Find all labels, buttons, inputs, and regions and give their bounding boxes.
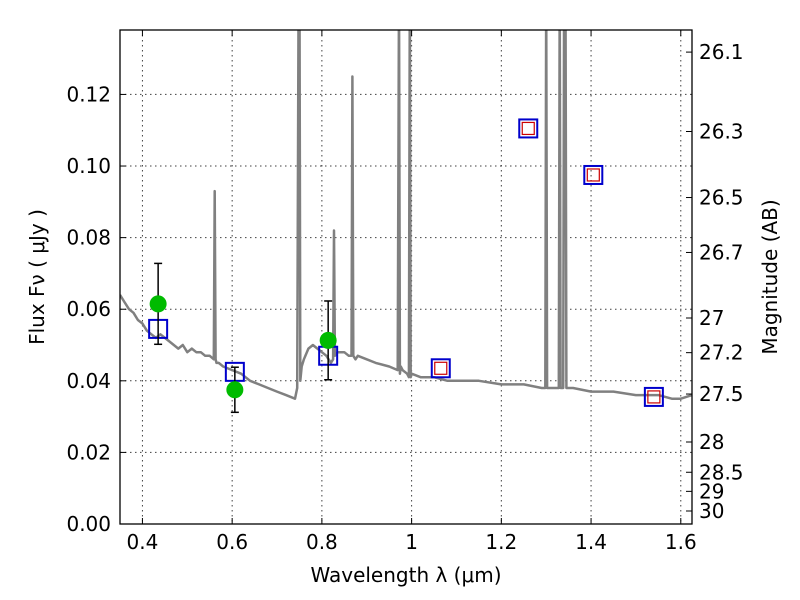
x-tick-label: 1 <box>405 530 418 554</box>
y2-tick-label: 27.5 <box>699 382 744 406</box>
y2-axis-label: Magnitude (AB) <box>758 199 782 354</box>
y2-tick-label: 29 <box>699 479 724 503</box>
model-inner-marker <box>434 361 448 375</box>
y2-tick-label: 26.1 <box>699 40 744 64</box>
y-tick-label: 0.10 <box>66 154 111 178</box>
y-tick-label: 0.02 <box>66 440 111 464</box>
model-inner-marker <box>647 390 661 404</box>
y2-tick-label: 28 <box>699 430 724 454</box>
model-box-marker <box>583 164 604 185</box>
y-axis-label: Flux Fν ( μJy ) <box>25 209 49 345</box>
x-tick-label: 0.6 <box>216 530 248 554</box>
y2-tick-label: 28.5 <box>699 460 744 484</box>
model-markers <box>148 118 664 407</box>
x-tick-label: 0.8 <box>306 530 338 554</box>
y2-tick-label: 27 <box>699 306 724 330</box>
model-inner-marker <box>521 121 535 136</box>
x-tick-label: 1.2 <box>485 530 517 554</box>
x-tick-label: 1.6 <box>665 530 697 554</box>
plot-frame <box>119 29 693 525</box>
x-axis: 0.4 0.6 0.8 1 1.2 1.4 1.6 <box>127 30 697 554</box>
y2-tick-label: 27.2 <box>699 341 744 365</box>
observed-markers <box>149 262 337 414</box>
plot-area <box>120 30 692 524</box>
y-tick-label: 0.12 <box>66 82 111 106</box>
observed-point <box>149 295 167 313</box>
observed-point <box>226 381 244 399</box>
model-box-marker <box>430 358 451 379</box>
model-box-marker <box>643 386 664 407</box>
spectrum-series <box>120 30 692 400</box>
y2-tick-label: 26.3 <box>699 119 744 143</box>
observed-point <box>319 331 337 349</box>
x-axis-label: Wavelength λ (μm) <box>310 563 501 587</box>
model-inner-marker <box>586 168 600 182</box>
spectrum-line <box>120 30 692 400</box>
y-tick-label: 0.06 <box>66 297 111 321</box>
y2-tick-label: 26.5 <box>699 186 744 210</box>
y2-tick-label: 30 <box>699 499 724 523</box>
y2-tick-label: 26.7 <box>699 240 744 264</box>
x-tick-label: 1.4 <box>575 530 607 554</box>
x-tick-label: 0.4 <box>127 530 159 554</box>
y-axis: 0.00 0.02 0.04 0.06 0.08 0.10 0.12 <box>66 82 126 536</box>
model-box-marker <box>518 118 539 139</box>
y-tick-label: 0.00 <box>66 512 111 536</box>
y-tick-label: 0.08 <box>66 226 111 250</box>
y-tick-label: 0.04 <box>66 369 111 393</box>
